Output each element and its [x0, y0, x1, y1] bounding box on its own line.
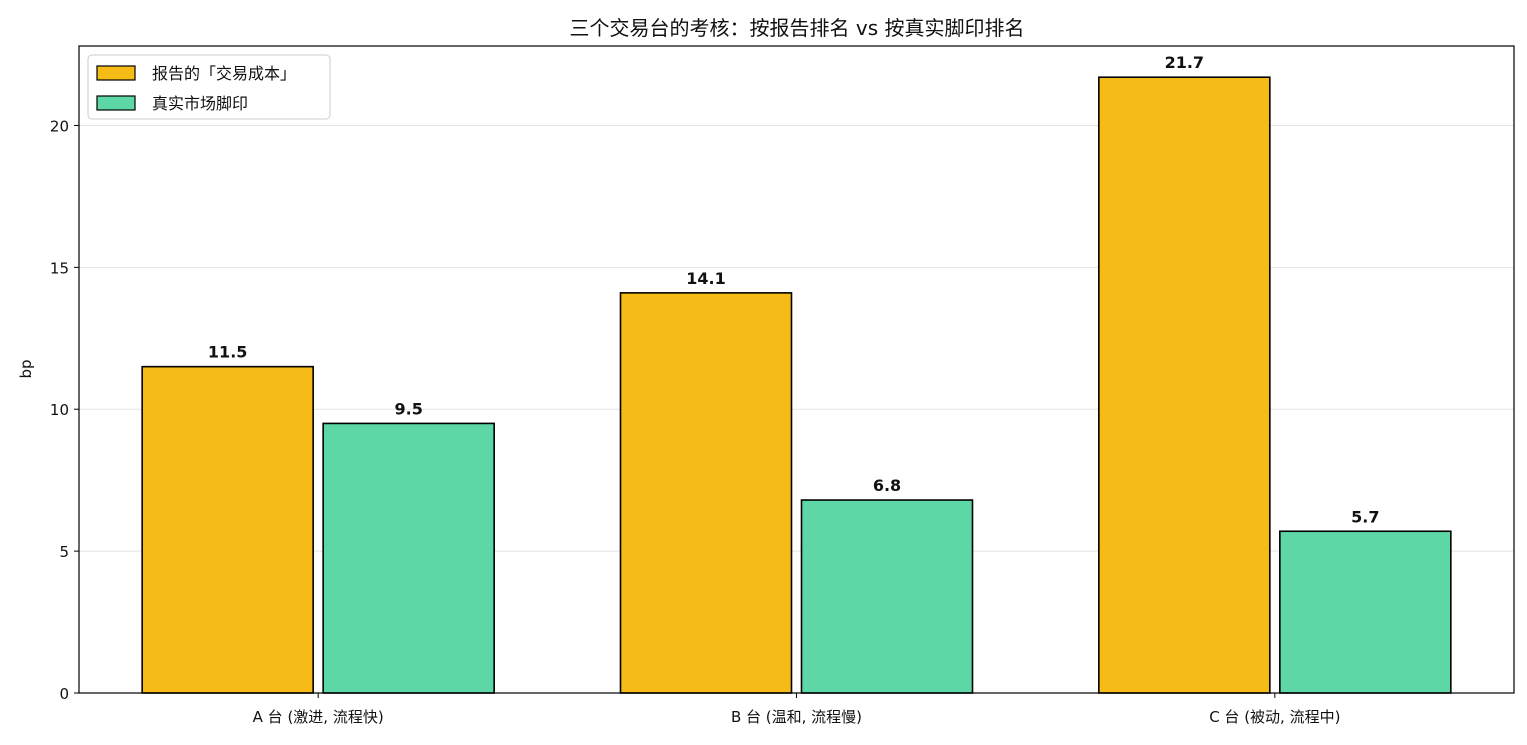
axes: 0 5 10 15 20 A 台 (激进, 流程快) B 台 (温和, 流程慢) C 台 (被…	[50, 45, 1515, 726]
chart-title: 三个交易台的考核：按报告排名 vs 按真实脚印排名	[570, 16, 1025, 40]
bar	[800, 499, 974, 694]
bar	[322, 422, 495, 694]
y-tick-label: 0	[59, 685, 69, 703]
bar	[1279, 530, 1452, 694]
bar-data-label: 6.8	[873, 476, 901, 495]
bar-data-label: 14.1	[686, 269, 725, 288]
plot-frame	[78, 45, 1515, 694]
bar	[619, 292, 793, 694]
bar	[141, 365, 314, 694]
legend-label: 报告的「交易成本」	[152, 64, 296, 83]
legend: 报告的「交易成本」真实市场脚印	[87, 54, 331, 120]
legend-box	[87, 54, 331, 120]
x-tick-label: C 台 (被动, 流程中)	[1209, 708, 1340, 726]
legend-swatch	[96, 95, 136, 111]
y-axis-label: bp	[17, 359, 35, 378]
bar	[1098, 76, 1271, 694]
y-tick-label: 10	[50, 401, 69, 419]
x-tick-label: B 台 (温和, 流程慢)	[731, 708, 862, 726]
legend-label: 真实市场脚印	[152, 94, 248, 113]
bar-data-label: 11.5	[208, 343, 247, 362]
x-tick-label: A 台 (激进, 流程快)	[253, 708, 384, 726]
bars: 11.5 9.5 14.1 6.8 21.7 5.7	[141, 53, 1452, 694]
bar-data-label: 21.7	[1165, 53, 1204, 72]
bar-data-label: 9.5	[394, 399, 422, 418]
y-tick-label: 20	[50, 117, 69, 135]
legend-swatch	[96, 65, 136, 81]
y-tick-label: 15	[50, 259, 69, 277]
gridlines	[79, 124, 1514, 552]
bar-data-label: 5.7	[1351, 507, 1379, 526]
y-tick-label: 5	[59, 543, 69, 561]
